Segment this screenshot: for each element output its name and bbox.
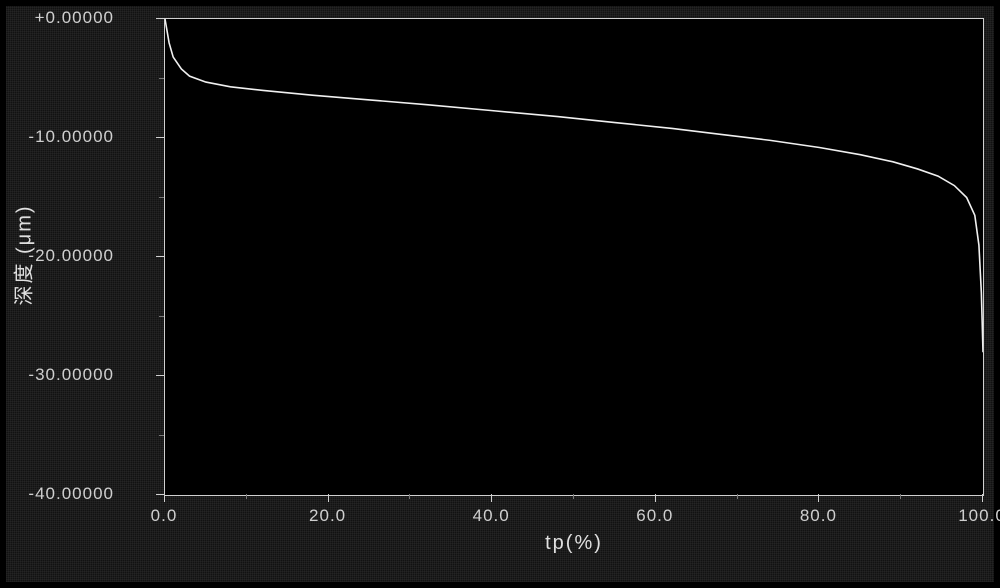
x-minor-tick (409, 494, 410, 499)
x-minor-tick (900, 494, 901, 499)
y-minor-tick (159, 197, 164, 198)
x-tick (655, 494, 656, 502)
x-tick (818, 494, 819, 502)
x-minor-tick (246, 494, 247, 499)
x-tick-label: 100.0 (958, 506, 1000, 526)
plot-area (164, 18, 984, 496)
y-tick-label: -10.00000 (28, 127, 114, 147)
y-tick-label: -30.00000 (28, 365, 114, 385)
x-tick-label: 60.0 (636, 506, 673, 526)
y-tick-label: -20.00000 (28, 246, 114, 266)
x-axis-title: tp(%) (545, 532, 603, 555)
y-tick-label: +0.00000 (35, 8, 114, 28)
x-minor-tick (737, 494, 738, 499)
y-minor-tick (159, 316, 164, 317)
x-axis: tp(%) 0.020.040.060.080.0100.0 (164, 494, 984, 554)
y-minor-tick (159, 435, 164, 436)
x-tick-label: 20.0 (309, 506, 346, 526)
y-axis: +0.00000-10.00000-20.00000-30.00000-40.0… (120, 18, 164, 496)
y-tick (156, 18, 164, 19)
y-tick (156, 375, 164, 376)
y-minor-tick (159, 78, 164, 79)
x-tick (164, 494, 165, 502)
x-tick (982, 494, 983, 502)
x-tick-label: 0.0 (151, 506, 178, 526)
x-tick-label: 40.0 (473, 506, 510, 526)
y-tick (156, 494, 164, 495)
x-minor-tick (573, 494, 574, 499)
y-tick-label: -40.00000 (28, 484, 114, 504)
x-tick (491, 494, 492, 502)
y-tick (156, 256, 164, 257)
line-series (165, 19, 983, 495)
y-tick (156, 137, 164, 138)
x-tick (328, 494, 329, 502)
x-tick-label: 80.0 (800, 506, 837, 526)
